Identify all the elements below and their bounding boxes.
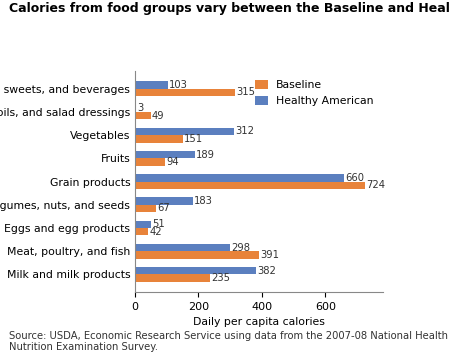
Text: 103: 103 [169,80,188,90]
Text: Calories from food groups vary between the Baseline and Healthy American diets: Calories from food groups vary between t… [9,2,450,15]
Text: 235: 235 [211,273,230,283]
Bar [135,228,148,235]
Text: 189: 189 [196,150,215,159]
Text: 315: 315 [236,87,255,98]
Text: 51: 51 [153,219,165,229]
Text: 382: 382 [257,266,276,276]
Text: 724: 724 [366,180,385,190]
Bar [135,81,168,89]
Bar [135,89,235,96]
Text: 183: 183 [194,196,213,206]
Bar [135,112,151,119]
Bar [135,205,156,212]
Text: 298: 298 [231,242,250,252]
Bar [135,274,210,282]
Bar [135,197,193,205]
Legend: Baseline, Healthy American: Baseline, Healthy American [252,77,377,109]
Text: 312: 312 [235,126,254,136]
Bar [135,135,183,142]
Bar [135,104,136,112]
Text: 151: 151 [184,134,203,144]
Text: 49: 49 [152,111,164,121]
Bar [135,158,165,166]
Text: 42: 42 [149,227,162,237]
Bar [135,221,151,228]
Text: 67: 67 [158,204,170,214]
Bar [135,151,195,158]
Bar [135,128,234,135]
Bar [135,174,344,182]
Bar [135,244,230,251]
Text: 94: 94 [166,157,179,167]
Bar [135,182,365,189]
Bar [135,267,256,274]
Text: Source: USDA, Economic Research Service using data from the 2007-08 National Hea: Source: USDA, Economic Research Service … [9,331,450,352]
Text: 660: 660 [346,173,365,183]
Bar [135,251,259,259]
X-axis label: Daily per capita calories: Daily per capita calories [193,317,325,327]
Text: 3: 3 [137,103,144,113]
Text: 391: 391 [261,250,279,260]
